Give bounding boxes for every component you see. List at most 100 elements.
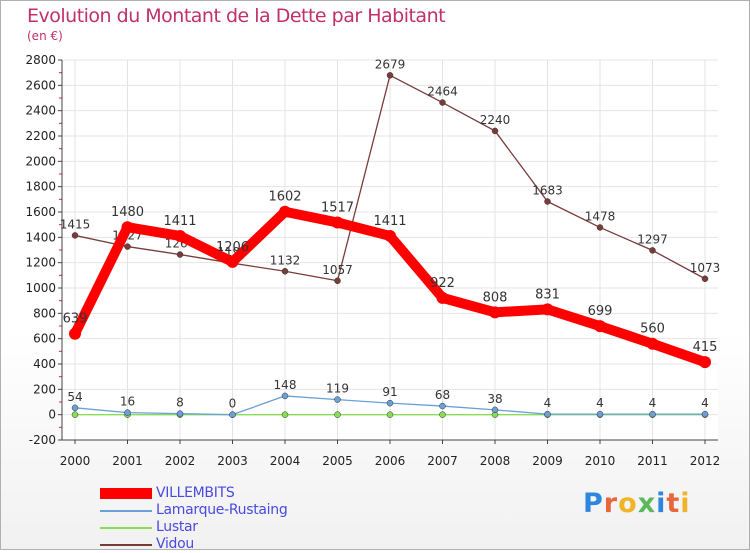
legend-label-lamarque-rustaing: Lamarque-Rustaing xyxy=(156,502,288,518)
x-tick-label-2012: 2012 xyxy=(690,454,721,468)
point-villembits-2005 xyxy=(331,216,344,229)
point-lamarque-rustaing-2001 xyxy=(124,409,131,416)
logo-letter: t xyxy=(666,488,681,519)
point-villembits-2003 xyxy=(226,255,239,268)
logo-letter: r xyxy=(603,488,619,519)
legend-label-lustar: Lustar xyxy=(156,519,198,535)
data-label-villembits-2001: 1480 xyxy=(111,205,144,220)
data-label-vidou-2010: 1478 xyxy=(585,209,616,223)
y-tick-label-2400: 2400 xyxy=(25,104,56,118)
y-tick-label-1000: 1000 xyxy=(25,281,56,295)
logo-letter: x xyxy=(637,488,657,519)
x-tick-label-2002: 2002 xyxy=(165,454,196,468)
data-label-lamarque-rustaing-2005: 119 xyxy=(326,382,349,396)
point-vidou-2011 xyxy=(649,247,656,254)
point-vidou-2008 xyxy=(491,127,499,135)
point-lamarque-rustaing-2010 xyxy=(596,410,604,418)
chart-subtitle: (en €) xyxy=(27,29,63,43)
data-label-lamarque-rustaing-2010: 4 xyxy=(596,396,604,410)
x-tick-label-2007: 2007 xyxy=(427,454,458,468)
point-villembits-2001 xyxy=(121,221,134,234)
data-label-lamarque-rustaing-2012: 4 xyxy=(701,396,709,410)
point-lamarque-rustaing-2003 xyxy=(229,411,236,418)
y-tick-label-1400: 1400 xyxy=(25,230,56,244)
point-villembits-2012 xyxy=(699,356,711,369)
point-villembits-2011 xyxy=(646,337,659,350)
point-lamarque-rustaing-2002 xyxy=(176,410,184,417)
x-tick-label-2004: 2004 xyxy=(270,454,301,468)
point-lamarque-rustaing-2005 xyxy=(334,396,341,403)
y-tick-label-400: 400 xyxy=(33,357,56,371)
x-tick-label-2003: 2003 xyxy=(217,454,248,468)
data-label-vidou-2005: 1057 xyxy=(322,263,353,277)
data-label-villembits-2009: 831 xyxy=(535,287,560,302)
logo-letter: P xyxy=(583,488,604,519)
y-tick-label-1600: 1600 xyxy=(25,205,56,219)
point-villembits-2007 xyxy=(436,291,449,304)
y-tick-label-1800: 1800 xyxy=(25,180,56,194)
data-label-villembits-2008: 808 xyxy=(483,290,508,305)
point-vidou-2000 xyxy=(71,232,79,239)
point-vidou-2004 xyxy=(281,268,289,275)
point-villembits-2002 xyxy=(174,229,186,242)
y-tick-label-2600: 2600 xyxy=(25,78,56,92)
x-tick-label-2011: 2011 xyxy=(637,454,668,468)
data-label-vidou-2011: 1297 xyxy=(637,232,668,246)
data-label-villembits-2002: 1411 xyxy=(163,214,196,229)
point-vidou-2005 xyxy=(334,277,341,285)
point-vidou-2010 xyxy=(596,224,604,231)
logo-letter: i xyxy=(680,488,691,519)
point-lamarque-rustaing-2000 xyxy=(71,404,79,412)
x-tick-label-2005: 2005 xyxy=(322,454,353,468)
data-label-vidou-2000: 1415 xyxy=(60,217,91,231)
x-tick-label-2010: 2010 xyxy=(585,454,616,468)
data-label-lamarque-rustaing-2001: 16 xyxy=(120,395,135,409)
data-label-villembits-2003: 1206 xyxy=(216,240,249,255)
point-vidou-2001 xyxy=(124,243,131,250)
point-villembits-2006 xyxy=(384,229,396,242)
data-label-lamarque-rustaing-2007: 68 xyxy=(435,388,450,402)
legend-swatch-lamarque-rustaing xyxy=(100,510,152,512)
legend-label-vidou: Vidou xyxy=(156,536,194,552)
legend-swatch-lustar xyxy=(100,527,152,529)
data-label-vidou-2006: 2679 xyxy=(375,57,406,71)
y-tick-label-200: 200 xyxy=(33,382,56,396)
data-label-lamarque-rustaing-2006: 91 xyxy=(382,385,397,399)
data-label-villembits-2004: 1602 xyxy=(268,190,301,205)
data-label-villembits-2010: 699 xyxy=(588,304,613,319)
logo-letter: o xyxy=(618,488,638,519)
y-tick-label-0: 0 xyxy=(48,408,56,422)
data-label-vidou-2012: 1073 xyxy=(690,261,721,275)
point-vidou-2009 xyxy=(544,198,551,205)
data-label-lamarque-rustaing-2011: 4 xyxy=(649,396,657,410)
data-label-lamarque-rustaing-2003: 0 xyxy=(229,397,237,411)
point-lustar-2006 xyxy=(386,411,394,418)
data-label-villembits-2011: 560 xyxy=(640,322,665,337)
point-lamarque-rustaing-2006 xyxy=(386,399,394,407)
point-villembits-2004 xyxy=(279,205,291,218)
data-label-villembits-2007: 922 xyxy=(430,276,455,291)
y-tick-label-800: 800 xyxy=(33,306,56,320)
y-tick-label-2000: 2000 xyxy=(25,154,56,168)
x-tick-label-2000: 2000 xyxy=(60,454,91,468)
point-lamarque-rustaing-2007 xyxy=(439,402,446,410)
point-villembits-2008 xyxy=(489,306,501,319)
logo-letter: i xyxy=(656,488,667,519)
y-tick-label-2800: 2800 xyxy=(25,53,56,67)
point-lamarque-rustaing-2011 xyxy=(649,410,656,418)
point-lamarque-rustaing-2009 xyxy=(544,410,551,418)
point-villembits-2010 xyxy=(594,320,606,333)
data-label-villembits-2006: 1411 xyxy=(373,214,406,229)
data-label-lamarque-rustaing-2000: 54 xyxy=(67,390,82,404)
point-lamarque-rustaing-2012 xyxy=(701,410,709,418)
data-label-villembits-2012: 415 xyxy=(693,340,718,355)
data-label-lamarque-rustaing-2008: 38 xyxy=(487,392,502,406)
y-tick-label-600: 600 xyxy=(33,332,56,346)
data-label-lamarque-rustaing-2002: 8 xyxy=(176,396,184,410)
point-vidou-2012 xyxy=(701,275,709,283)
data-label-vidou-2004: 1132 xyxy=(270,253,301,267)
data-label-vidou-2008: 2240 xyxy=(480,113,511,127)
point-vidou-2002 xyxy=(176,251,184,258)
y-tick-label--200: -200 xyxy=(29,433,56,447)
